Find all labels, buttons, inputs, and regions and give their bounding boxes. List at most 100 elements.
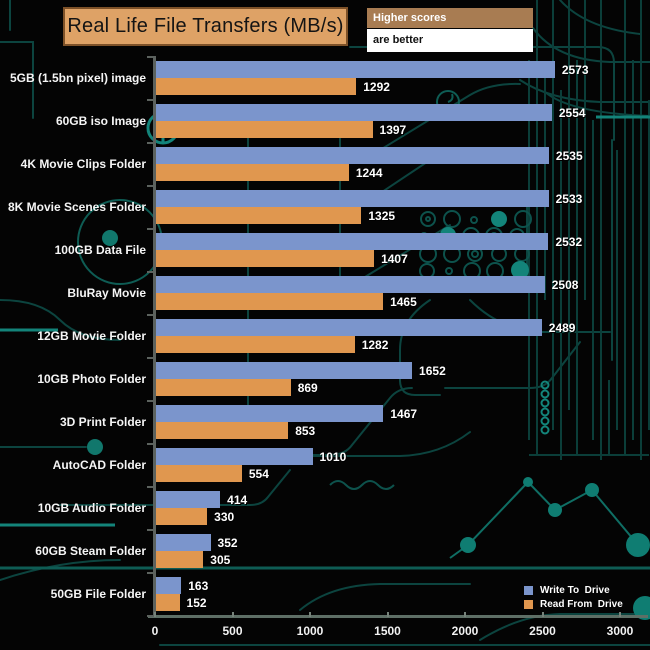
write-bar xyxy=(156,276,545,293)
read-bar xyxy=(156,379,291,396)
write-bar xyxy=(156,61,555,78)
x-axis-label: 2000 xyxy=(451,624,479,638)
value-label: 2554 xyxy=(558,106,586,120)
y-axis-tick xyxy=(147,99,154,101)
y-axis-tick xyxy=(147,56,154,58)
chart-title-box: Real Life File Transfers (MB/s) xyxy=(63,7,348,46)
read-bar xyxy=(156,594,180,611)
x-axis-tick xyxy=(541,612,544,617)
value-label: 1465 xyxy=(390,295,417,309)
note-higher-scores: Higher scores xyxy=(367,8,533,28)
y-axis-tick xyxy=(147,572,154,574)
write-bar xyxy=(156,190,549,207)
x-axis-label: 1000 xyxy=(296,624,324,638)
read-bar xyxy=(156,336,355,353)
category-label: 60GB iso Image xyxy=(55,113,146,128)
y-axis-tick xyxy=(147,400,154,402)
x-axis-tick xyxy=(309,612,311,617)
legend-label: Write To Drive xyxy=(540,584,610,596)
category-label: 3D Print Folder xyxy=(59,414,146,429)
legend-item: Read From Drive xyxy=(524,597,623,611)
x-axis-tick xyxy=(231,612,234,617)
value-label: 2535 xyxy=(555,149,583,163)
read-bar xyxy=(156,508,208,525)
category-label: BluRay Movie xyxy=(67,285,146,300)
read-swatch-icon xyxy=(524,599,533,609)
x-axis-label: 500 xyxy=(222,624,243,638)
value-label: 1652 xyxy=(419,364,446,378)
read-bar xyxy=(156,551,204,568)
value-label: 1325 xyxy=(368,209,396,223)
value-label: 1407 xyxy=(381,252,408,266)
category-label: 5GB (1.5bn pixel) image xyxy=(9,70,146,85)
legend: Write To Drive Read From Drive xyxy=(524,583,623,611)
y-axis-line xyxy=(153,56,156,617)
value-label: 1010 xyxy=(319,450,347,464)
legend-item: Write To Drive xyxy=(524,583,623,597)
category-label: 60GB Steam Folder xyxy=(35,543,146,558)
x-axis-tick xyxy=(154,612,156,617)
value-label: 853 xyxy=(295,424,316,438)
value-label: 152 xyxy=(186,596,207,610)
category-label: 10GB Audio Folder xyxy=(37,500,146,515)
note-box: Higher scores are better xyxy=(367,8,533,52)
x-axis-label: 0 xyxy=(151,624,159,638)
value-label: 414 xyxy=(227,493,248,507)
value-label: 1467 xyxy=(390,407,418,421)
value-label: 352 xyxy=(217,536,238,550)
value-label: 869 xyxy=(297,381,318,395)
value-label: 330 xyxy=(214,510,235,524)
write-bar xyxy=(156,577,182,594)
write-bar xyxy=(156,362,413,379)
value-label: 2532 xyxy=(555,235,583,249)
read-bar xyxy=(156,78,357,95)
category-label: 12GB Movie Folder xyxy=(37,328,146,343)
chart-title: Real Life File Transfers (MB/s) xyxy=(67,15,344,37)
value-label: 2489 xyxy=(548,321,576,335)
value-label: 1244 xyxy=(355,166,383,180)
value-label: 2533 xyxy=(555,192,583,206)
value-label: 305 xyxy=(210,553,231,567)
category-label: 4K Movie Clips Folder xyxy=(20,156,146,171)
y-axis-tick xyxy=(147,185,154,187)
category-label: AutoCAD Folder xyxy=(52,457,146,472)
x-axis-label: 2500 xyxy=(529,624,556,638)
read-bar xyxy=(156,164,349,181)
y-axis-tick xyxy=(147,529,154,531)
read-bar xyxy=(156,465,242,482)
x-axis-label: 3000 xyxy=(606,624,634,638)
x-axis-tick xyxy=(464,612,466,617)
read-bar xyxy=(156,422,289,439)
value-label: 2573 xyxy=(561,63,589,77)
write-bar xyxy=(156,104,552,121)
write-bar xyxy=(156,405,384,422)
write-bar xyxy=(156,534,211,551)
value-label: 163 xyxy=(188,579,209,593)
category-label: 8K Movie Scenes Folder xyxy=(7,199,146,214)
value-label: 1282 xyxy=(361,338,389,352)
y-axis-tick xyxy=(147,357,154,359)
read-bar xyxy=(156,207,362,224)
write-bar xyxy=(156,233,549,250)
x-axis-tick xyxy=(386,612,389,617)
y-axis-tick xyxy=(147,228,154,230)
write-swatch-icon xyxy=(524,585,533,595)
legend-label: Read From Drive xyxy=(540,598,623,610)
y-axis-tick xyxy=(147,443,154,445)
category-label: 50GB File Folder xyxy=(50,586,146,601)
write-bar xyxy=(156,319,542,336)
write-bar xyxy=(156,147,549,164)
y-axis-tick xyxy=(147,314,154,316)
y-axis-tick xyxy=(147,615,154,617)
value-label: 1292 xyxy=(363,80,390,94)
category-label: 10GB Photo Folder xyxy=(37,371,146,386)
read-bar xyxy=(156,250,375,267)
read-bar xyxy=(156,293,384,310)
value-label: 2508 xyxy=(551,278,579,292)
x-axis-tick xyxy=(619,612,621,617)
x-axis-line xyxy=(148,615,648,618)
value-label: 1397 xyxy=(379,123,407,137)
y-axis-tick xyxy=(147,486,154,488)
